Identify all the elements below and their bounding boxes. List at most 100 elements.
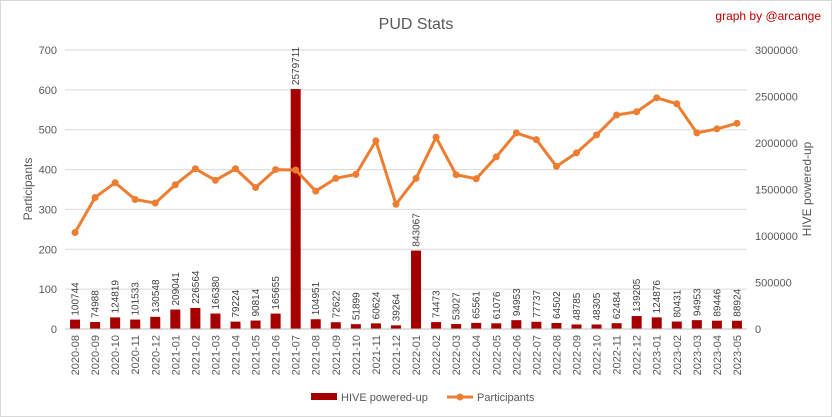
y2-tick-label: 1500000 [755, 185, 798, 197]
line-point [532, 136, 540, 144]
bar-data-label: 124876 [652, 280, 663, 314]
y-tick-label: 0 [51, 324, 57, 336]
x-tick-label: 2022-08 [551, 335, 563, 375]
x-tick-label: 2022-04 [471, 335, 483, 375]
line-point [272, 166, 280, 174]
line-point [573, 149, 580, 157]
bar [290, 89, 301, 329]
bar-data-label: 94953 [692, 288, 703, 316]
bar-data-label: 48785 [572, 292, 583, 320]
bar [350, 324, 361, 329]
y-tick-label: 300 [39, 204, 57, 216]
x-tick-label: 2020-09 [90, 335, 102, 375]
line-point [91, 193, 99, 201]
bar [310, 319, 321, 329]
legend-swatch-marker [456, 393, 464, 401]
bar [130, 319, 141, 329]
bar-data-label: 124819 [111, 280, 122, 314]
data-labels: 100744 74988 124819 101533 130548 209041 22656… [71, 46, 744, 321]
y-tick-label: 700 [39, 45, 57, 57]
bar [651, 317, 662, 329]
bar-data-label: 226564 [191, 270, 202, 304]
line-point [232, 165, 239, 173]
bar-data-label: 166380 [211, 276, 222, 310]
line-point [492, 153, 500, 161]
line-point [412, 174, 420, 182]
bar-data-label: 90814 [251, 288, 262, 316]
line-point [472, 175, 480, 183]
x-tick-label: 2023-05 [732, 335, 744, 375]
bar-data-label: 65561 [472, 291, 483, 319]
participants-line [73, 96, 738, 234]
bar-data-label: 139205 [632, 278, 643, 312]
line-point [613, 111, 621, 119]
bar-data-label: 89446 [712, 288, 723, 316]
line-point [71, 229, 79, 237]
x-tick-label: 2020-10 [110, 335, 122, 375]
chart-title: PUD Stats [379, 16, 454, 33]
bar-data-label: 80431 [672, 289, 683, 317]
bar [170, 309, 181, 329]
line-point [312, 187, 320, 195]
bar-data-label: 62484 [612, 291, 623, 319]
bar [70, 319, 81, 329]
bar [711, 320, 722, 329]
bar [210, 313, 221, 329]
legend-label-line: Participants [477, 392, 535, 404]
bar [190, 307, 201, 329]
bar [390, 325, 401, 329]
bar-data-label: 74473 [432, 290, 443, 318]
bar-data-label: 79224 [231, 289, 242, 317]
line-point [151, 199, 159, 207]
bar-data-label: 101533 [131, 282, 142, 316]
bar-data-label: 88924 [732, 288, 743, 316]
line-point [111, 179, 119, 187]
y-tick-label: 600 [39, 85, 57, 97]
x-tick-label: 2023-04 [712, 335, 724, 375]
bar-data-label: 2579711 [291, 46, 302, 85]
y2-tick-label: 0 [755, 324, 761, 336]
bar [611, 323, 622, 329]
bar-data-label: 61076 [492, 291, 503, 319]
bar-data-label: 104951 [311, 281, 322, 315]
line-point [392, 200, 400, 208]
x-tick-label: 2021-08 [311, 335, 323, 375]
bar [370, 323, 381, 329]
bar-data-label: 77737 [532, 290, 543, 318]
bar [691, 320, 702, 329]
bar-data-label: 165655 [271, 276, 282, 310]
x-tick-label: 2022-11 [612, 335, 624, 375]
axes: 0 100 200 300 400 500 600 700 0 500000 1000000 1500… [39, 45, 798, 375]
line-point [593, 131, 601, 139]
y-tick-label: 400 [39, 165, 57, 177]
legend: HIVE powered-up Participants [311, 392, 535, 404]
x-tick-label: 2023-01 [652, 335, 664, 375]
x-tick-label: 2021-09 [331, 335, 343, 375]
x-tick-label: 2022-06 [511, 335, 523, 375]
y2-tick-label: 3000000 [755, 45, 798, 57]
bar-data-label: 843067 [412, 213, 423, 247]
y-tick-label: 100 [39, 284, 57, 296]
bar-data-label: 72622 [331, 290, 342, 318]
x-tick-label: 2021-07 [291, 335, 303, 375]
bar [671, 321, 682, 329]
line-series [71, 94, 741, 237]
bar-data-label: 94953 [512, 288, 523, 316]
y2-axis-title: HIVE powered-up [800, 141, 814, 236]
y-tick-label: 200 [39, 244, 57, 256]
bar [571, 324, 582, 329]
x-tick-label: 2022-12 [632, 335, 644, 375]
bar-series [70, 89, 742, 329]
line-point [693, 129, 701, 137]
chart-credit: graph by @arcange [715, 9, 821, 23]
bar [551, 323, 562, 329]
x-tick-label: 2020-11 [130, 335, 142, 375]
line-point [171, 181, 179, 189]
y-tick-label: 500 [39, 125, 57, 137]
bar-data-label: 100744 [71, 282, 82, 316]
bar [591, 324, 602, 329]
bar [531, 321, 542, 329]
x-tick-label: 2021-01 [170, 335, 182, 375]
legend-label-bar: HIVE powered-up [341, 392, 428, 404]
